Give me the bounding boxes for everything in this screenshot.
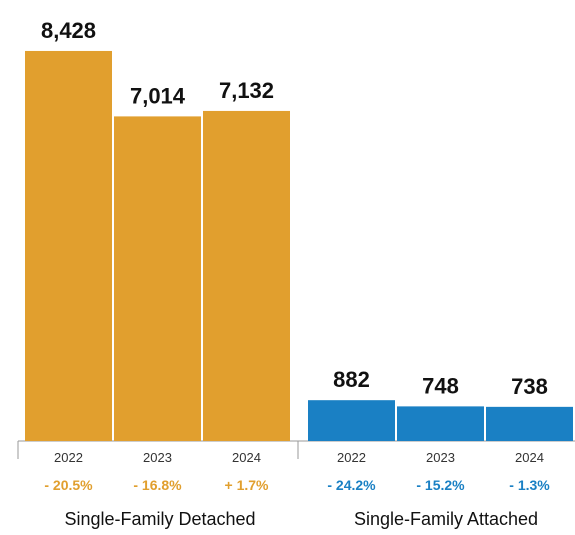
percent-change-label: - 15.2% bbox=[416, 477, 465, 493]
year-tick-label: 2022 bbox=[337, 450, 366, 465]
percent-change-label: - 1.3% bbox=[509, 477, 550, 493]
year-tick-label: 2024 bbox=[515, 450, 544, 465]
bar-value-label: 7,132 bbox=[219, 78, 274, 103]
bar-1-2 bbox=[486, 406, 573, 441]
year-tick-label: 2022 bbox=[54, 450, 83, 465]
percent-change-label: + 1.7% bbox=[225, 477, 270, 493]
percent-change-label: - 24.2% bbox=[327, 477, 376, 493]
bar-value-label: 8,428 bbox=[41, 18, 96, 43]
bar-0-0 bbox=[25, 50, 112, 442]
bar-1-0 bbox=[308, 400, 395, 441]
labels-layer: 8,428 2022 - 20.5% 7,014 2023 - 16.8% 7,132 202… bbox=[17, 18, 550, 529]
bar-0-2 bbox=[203, 110, 290, 441]
bar-0-1 bbox=[114, 116, 201, 441]
year-tick-label: 2023 bbox=[426, 450, 455, 465]
year-tick-label: 2024 bbox=[232, 450, 261, 465]
bar-value-label: 738 bbox=[511, 374, 548, 399]
group-category-label: Single-Family Attached bbox=[354, 509, 538, 529]
bar-value-label: 7,014 bbox=[130, 83, 186, 108]
bar-value-label: 882 bbox=[333, 367, 370, 392]
bars-layer bbox=[25, 50, 573, 442]
percent-change-label: - 20.5% bbox=[44, 477, 93, 493]
group-category-label: Single-Family Detached bbox=[64, 509, 255, 529]
bar-1-1 bbox=[397, 406, 484, 441]
percent-change-label: - 16.8% bbox=[133, 477, 182, 493]
bar-value-label: 748 bbox=[422, 373, 459, 398]
year-tick-label: 2023 bbox=[143, 450, 172, 465]
